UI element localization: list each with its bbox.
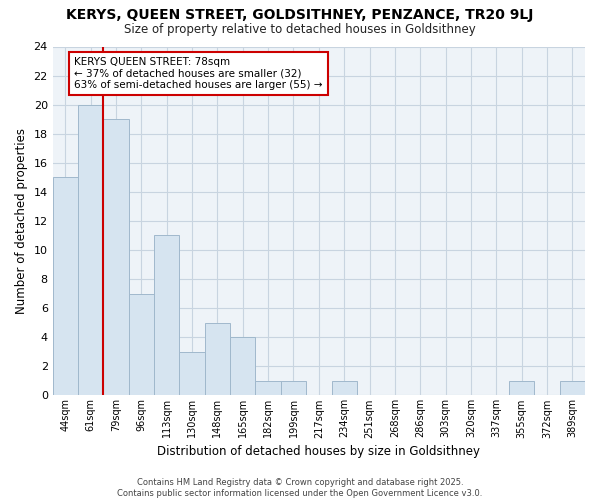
X-axis label: Distribution of detached houses by size in Goldsithney: Distribution of detached houses by size … xyxy=(157,444,481,458)
Bar xyxy=(53,178,78,396)
Bar xyxy=(103,119,129,396)
Bar xyxy=(129,294,154,396)
Bar xyxy=(509,381,535,396)
Text: KERYS, QUEEN STREET, GOLDSITHNEY, PENZANCE, TR20 9LJ: KERYS, QUEEN STREET, GOLDSITHNEY, PENZAN… xyxy=(67,8,533,22)
Bar xyxy=(560,381,585,396)
Y-axis label: Number of detached properties: Number of detached properties xyxy=(15,128,28,314)
Bar xyxy=(230,338,256,396)
Bar xyxy=(281,381,306,396)
Bar xyxy=(78,104,103,396)
Bar xyxy=(332,381,357,396)
Bar xyxy=(179,352,205,396)
Bar xyxy=(154,236,179,396)
Text: Contains HM Land Registry data © Crown copyright and database right 2025.
Contai: Contains HM Land Registry data © Crown c… xyxy=(118,478,482,498)
Text: Size of property relative to detached houses in Goldsithney: Size of property relative to detached ho… xyxy=(124,22,476,36)
Bar xyxy=(256,381,281,396)
Text: KERYS QUEEN STREET: 78sqm
← 37% of detached houses are smaller (32)
63% of semi-: KERYS QUEEN STREET: 78sqm ← 37% of detac… xyxy=(74,57,322,90)
Bar xyxy=(205,322,230,396)
